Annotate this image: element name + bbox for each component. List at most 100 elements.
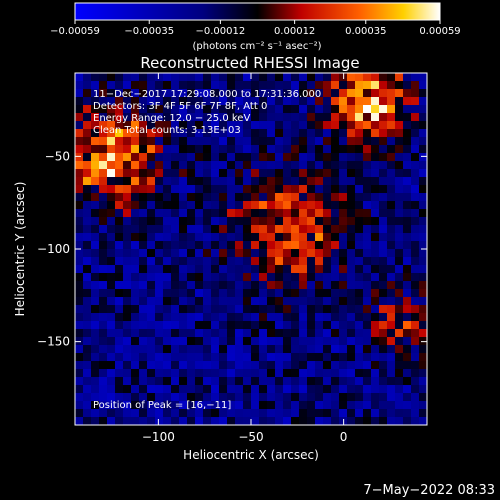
- heatmap-cell: [83, 225, 92, 234]
- heatmap-cell: [131, 145, 140, 154]
- heatmap-cell: [323, 329, 332, 338]
- heatmap-cell: [307, 281, 316, 290]
- heatmap-cell: [123, 361, 132, 370]
- heatmap-cell: [275, 265, 284, 274]
- heatmap-cell: [99, 233, 108, 242]
- heatmap-cell: [315, 145, 324, 154]
- heatmap-cell: [371, 321, 380, 330]
- y-tick-label: −100: [37, 242, 70, 256]
- heatmap-cell: [187, 177, 196, 186]
- heatmap-cell: [99, 209, 108, 218]
- heatmap-cell: [131, 401, 140, 410]
- heatmap-cell: [363, 137, 372, 146]
- heatmap-cell: [419, 393, 428, 402]
- chart-title: Reconstructed RHESSI Image: [140, 54, 359, 72]
- heatmap-cell: [203, 361, 212, 370]
- heatmap-cell: [115, 201, 124, 210]
- heatmap-cell: [163, 177, 172, 186]
- heatmap-cell: [235, 377, 244, 386]
- heatmap-cell: [331, 345, 340, 354]
- heatmap-cell: [227, 393, 236, 402]
- heatmap-cell: [243, 73, 252, 82]
- heatmap-cell: [299, 97, 308, 106]
- heatmap-cell: [347, 193, 356, 202]
- heatmap-cell: [259, 81, 268, 90]
- heatmap-cell: [307, 113, 316, 122]
- heatmap-cell: [291, 249, 300, 258]
- heatmap-cell: [75, 193, 84, 202]
- heatmap-cell: [195, 313, 204, 322]
- heatmap-cell: [363, 241, 372, 250]
- heatmap-cell: [139, 209, 148, 218]
- heatmap-cell: [75, 281, 84, 290]
- heatmap-cell: [347, 129, 356, 138]
- heatmap-cell: [163, 217, 172, 226]
- heatmap-cell: [99, 313, 108, 322]
- heatmap-cell: [395, 201, 404, 210]
- heatmap-cell: [355, 185, 364, 194]
- heatmap-cell: [395, 185, 404, 194]
- heatmap-cell: [403, 137, 412, 146]
- heatmap-cell: [251, 185, 260, 194]
- heatmap-cell: [355, 121, 364, 130]
- heatmap-cell: [107, 81, 116, 90]
- heatmap-cell: [315, 369, 324, 378]
- heatmap-cell: [75, 257, 84, 266]
- heatmap-cell: [211, 345, 220, 354]
- heatmap-cell: [139, 345, 148, 354]
- heatmap-cell: [323, 177, 332, 186]
- heatmap-cell: [339, 281, 348, 290]
- heatmap-cell: [147, 169, 156, 178]
- heatmap-cell: [411, 273, 420, 282]
- heatmap-cell: [115, 161, 124, 170]
- heatmap-cell: [347, 297, 356, 306]
- heatmap-cell: [347, 137, 356, 146]
- heatmap-cell: [75, 385, 84, 394]
- heatmap-cell: [251, 137, 260, 146]
- heatmap-cell: [283, 345, 292, 354]
- heatmap-cell: [395, 81, 404, 90]
- heatmap-cell: [339, 241, 348, 250]
- heatmap-cell: [99, 169, 108, 178]
- heatmap-cell: [267, 385, 276, 394]
- heatmap-cell: [283, 385, 292, 394]
- heatmap-cell: [323, 369, 332, 378]
- heatmap-cell: [219, 225, 228, 234]
- heatmap-cell: [131, 137, 140, 146]
- annotation-time: 11−Dec−2017 17:29:08.000 to 17:31:36.000: [93, 89, 321, 100]
- heatmap-cell: [227, 137, 236, 146]
- heatmap-cell: [131, 377, 140, 386]
- heatmap-cell: [283, 273, 292, 282]
- heatmap-cell: [107, 369, 116, 378]
- heatmap-cell: [91, 233, 100, 242]
- heatmap-cell: [395, 329, 404, 338]
- heatmap-cell: [195, 89, 204, 98]
- heatmap-cell: [395, 393, 404, 402]
- heatmap-cell: [339, 369, 348, 378]
- heatmap-cell: [123, 369, 132, 378]
- heatmap-cell: [139, 113, 148, 122]
- heatmap-cell: [307, 105, 316, 114]
- heatmap-cell: [259, 401, 268, 410]
- heatmap-cell: [355, 313, 364, 322]
- heatmap-cell: [243, 89, 252, 98]
- heatmap-cell: [211, 385, 220, 394]
- heatmap-cell: [371, 401, 380, 410]
- heatmap-cell: [379, 105, 388, 114]
- heatmap-cell: [131, 129, 140, 138]
- heatmap-cell: [339, 329, 348, 338]
- heatmap-cell: [211, 177, 220, 186]
- heatmap-cell: [123, 401, 132, 410]
- colorbar: [74, 2, 441, 21]
- heatmap-cell: [347, 97, 356, 106]
- heatmap-cell: [75, 137, 84, 146]
- heatmap-cell: [283, 209, 292, 218]
- heatmap-cell: [163, 345, 172, 354]
- heatmap-cell: [347, 313, 356, 322]
- heatmap-cell: [219, 217, 228, 226]
- heatmap-cell: [75, 417, 84, 426]
- heatmap-cell: [403, 265, 412, 274]
- heatmap-cell: [203, 377, 212, 386]
- heatmap-cell: [83, 321, 92, 330]
- heatmap-cell: [291, 81, 300, 90]
